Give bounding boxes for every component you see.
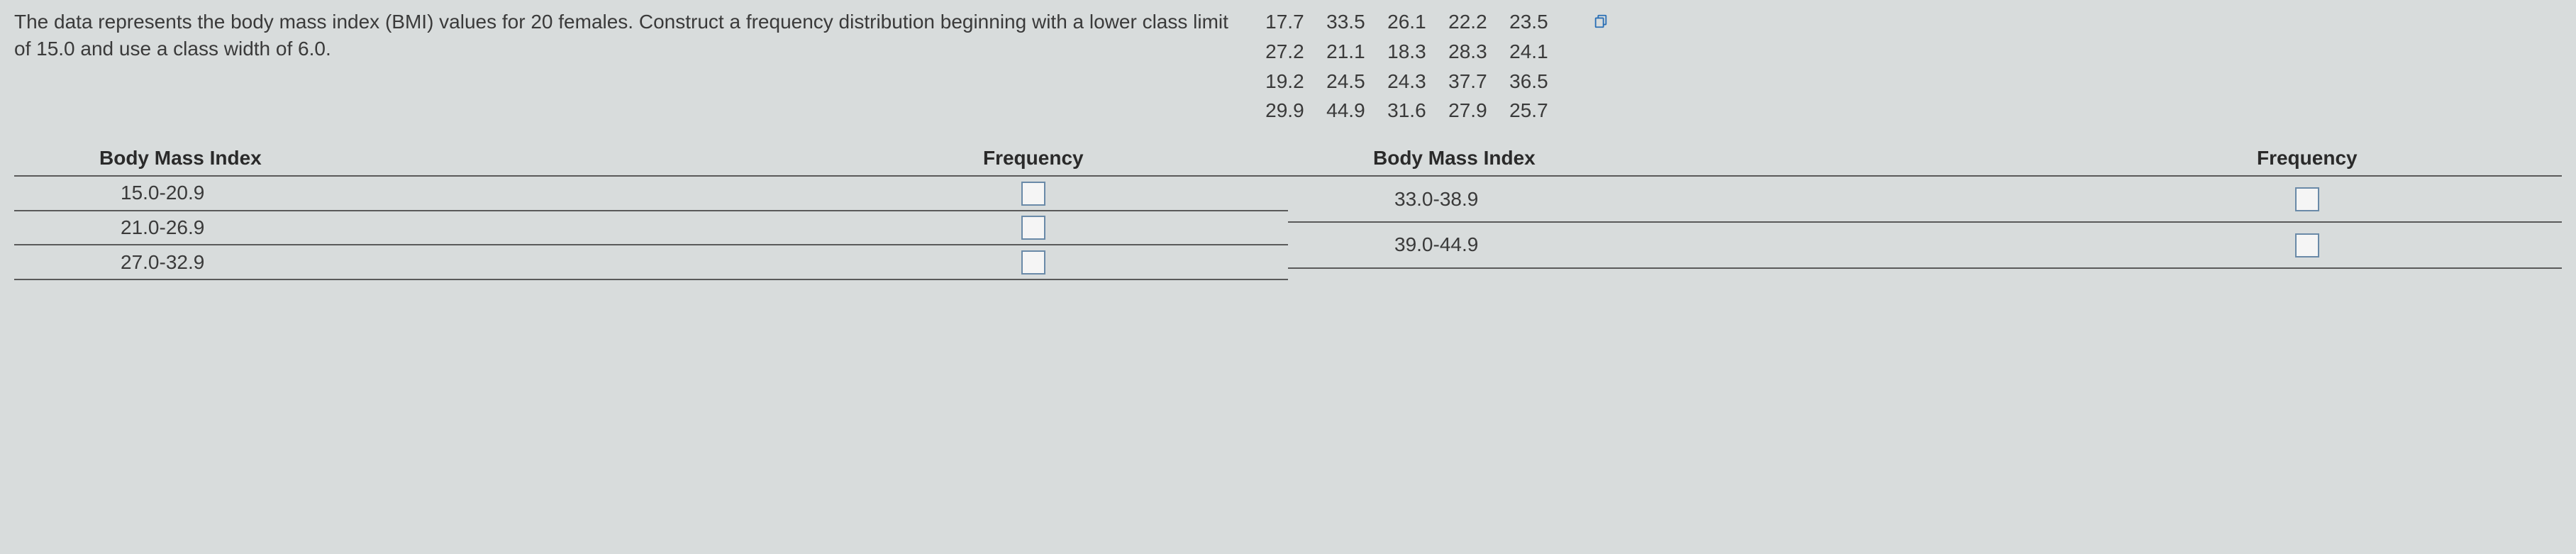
frequency-input[interactable] — [2295, 233, 2319, 257]
frequency-cell — [2053, 222, 2562, 268]
data-cell: 22.2 — [1448, 9, 1498, 35]
table-row: 39.0-44.9 — [1288, 222, 2562, 268]
data-cell: 44.9 — [1326, 97, 1376, 124]
data-cell: 21.1 — [1326, 38, 1376, 65]
data-cell: 18.3 — [1387, 38, 1437, 65]
frequency-cell — [779, 245, 1288, 279]
table-row-empty — [1288, 268, 2562, 280]
data-cell: 29.9 — [1265, 97, 1315, 124]
data-cell: 27.9 — [1448, 97, 1498, 124]
frequency-cell — [779, 176, 1288, 211]
data-cell: 24.3 — [1387, 68, 1437, 95]
data-cell: 33.5 — [1326, 9, 1376, 35]
data-cell: 28.3 — [1448, 38, 1498, 65]
problem-statement: The data represents the body mass index … — [14, 9, 1237, 62]
frequency-input[interactable] — [1021, 216, 1045, 240]
table-row: 15.0-20.9 — [14, 176, 1288, 211]
data-cell: 19.2 — [1265, 68, 1315, 95]
frequency-input[interactable] — [1021, 182, 1045, 206]
header-frequency: Frequency — [779, 141, 1288, 176]
frequency-input[interactable] — [1021, 250, 1045, 275]
table-row: 33.0-38.9 — [1288, 176, 2562, 222]
frequency-cell — [2053, 176, 2562, 222]
data-cell: 25.7 — [1509, 97, 1559, 124]
table-row: 27.0-32.9 — [14, 245, 1288, 279]
frequency-table-right: Body Mass Index Frequency 33.0-38.9 39.0… — [1288, 141, 2562, 280]
frequency-cell — [779, 211, 1288, 245]
problem-header: The data represents the body mass index … — [14, 9, 2562, 124]
data-cell: 31.6 — [1387, 97, 1437, 124]
bmi-range: 15.0-20.9 — [14, 176, 779, 211]
frequency-table-left: Body Mass Index Frequency 15.0-20.9 21.0… — [14, 141, 1288, 280]
header-bmi: Body Mass Index — [14, 141, 779, 176]
data-cell: 17.7 — [1265, 9, 1315, 35]
data-cell: 24.5 — [1326, 68, 1376, 95]
bmi-range: 21.0-26.9 — [14, 211, 779, 245]
bmi-range: 39.0-44.9 — [1288, 222, 2053, 268]
data-cell: 27.2 — [1265, 38, 1315, 65]
table-row: 21.0-26.9 — [14, 211, 1288, 245]
data-values-grid: 17.7 33.5 26.1 22.2 23.5 27.2 21.1 18.3 … — [1265, 9, 1559, 124]
copy-data-icon[interactable] — [1593, 11, 1609, 34]
data-cell: 23.5 — [1509, 9, 1559, 35]
data-cell: 36.5 — [1509, 68, 1559, 95]
bmi-range: 27.0-32.9 — [14, 245, 779, 279]
data-cell: 26.1 — [1387, 9, 1437, 35]
header-frequency: Frequency — [2053, 141, 2562, 176]
data-cell: 37.7 — [1448, 68, 1498, 95]
frequency-tables: Body Mass Index Frequency 15.0-20.9 21.0… — [14, 141, 2562, 280]
data-cell: 24.1 — [1509, 38, 1559, 65]
frequency-input[interactable] — [2295, 187, 2319, 211]
bmi-range: 33.0-38.9 — [1288, 176, 2053, 222]
header-bmi: Body Mass Index — [1288, 141, 2053, 176]
